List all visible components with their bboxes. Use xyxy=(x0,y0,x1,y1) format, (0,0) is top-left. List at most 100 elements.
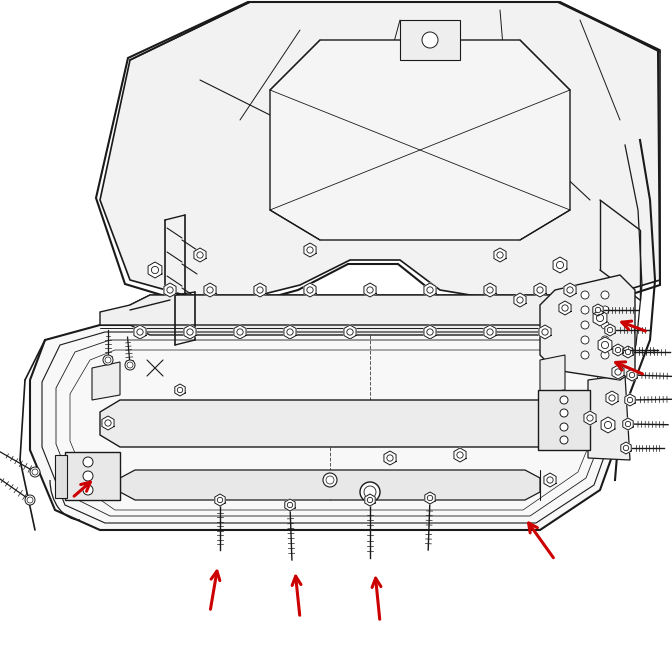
Circle shape xyxy=(25,495,35,505)
Polygon shape xyxy=(204,283,216,297)
Circle shape xyxy=(83,457,93,467)
Circle shape xyxy=(601,341,609,349)
Polygon shape xyxy=(540,275,635,380)
Polygon shape xyxy=(215,494,225,506)
Polygon shape xyxy=(148,262,162,278)
Circle shape xyxy=(601,306,609,314)
Polygon shape xyxy=(425,492,435,504)
Circle shape xyxy=(427,495,433,500)
Polygon shape xyxy=(100,295,600,325)
Circle shape xyxy=(32,469,38,475)
Polygon shape xyxy=(400,20,460,60)
Circle shape xyxy=(581,306,589,314)
Circle shape xyxy=(207,287,213,293)
Circle shape xyxy=(360,482,380,502)
Polygon shape xyxy=(593,310,607,326)
Circle shape xyxy=(597,314,603,322)
Circle shape xyxy=(609,395,615,401)
Circle shape xyxy=(601,351,609,359)
Circle shape xyxy=(626,421,631,426)
Circle shape xyxy=(422,32,438,48)
Polygon shape xyxy=(304,283,316,297)
Circle shape xyxy=(560,409,568,417)
Polygon shape xyxy=(559,301,571,315)
Circle shape xyxy=(547,477,553,483)
Circle shape xyxy=(556,262,564,269)
Circle shape xyxy=(595,307,601,313)
Circle shape xyxy=(487,329,493,335)
Circle shape xyxy=(601,321,609,329)
Polygon shape xyxy=(92,362,120,400)
Circle shape xyxy=(517,297,523,303)
Polygon shape xyxy=(304,243,316,257)
Circle shape xyxy=(103,355,113,365)
Polygon shape xyxy=(384,451,396,465)
Polygon shape xyxy=(364,283,376,297)
Circle shape xyxy=(616,347,621,352)
Circle shape xyxy=(627,397,633,402)
Polygon shape xyxy=(270,40,570,240)
Polygon shape xyxy=(534,283,546,297)
Polygon shape xyxy=(424,283,436,297)
Circle shape xyxy=(326,476,334,484)
Polygon shape xyxy=(100,2,660,310)
Polygon shape xyxy=(613,344,623,356)
Circle shape xyxy=(487,287,493,293)
Circle shape xyxy=(562,305,568,311)
Polygon shape xyxy=(130,295,600,335)
Circle shape xyxy=(83,471,93,481)
Circle shape xyxy=(30,467,40,477)
Circle shape xyxy=(624,445,629,450)
Polygon shape xyxy=(601,417,615,433)
Polygon shape xyxy=(553,257,567,273)
Polygon shape xyxy=(175,384,185,396)
Circle shape xyxy=(307,247,313,253)
Polygon shape xyxy=(164,283,176,297)
Circle shape xyxy=(537,287,543,293)
Circle shape xyxy=(427,329,433,335)
Polygon shape xyxy=(65,452,120,500)
Circle shape xyxy=(629,373,634,378)
Circle shape xyxy=(237,329,243,335)
Polygon shape xyxy=(120,470,540,500)
Circle shape xyxy=(137,329,143,335)
Circle shape xyxy=(125,360,135,370)
Circle shape xyxy=(257,287,263,293)
Polygon shape xyxy=(623,346,633,358)
Circle shape xyxy=(581,291,589,299)
Polygon shape xyxy=(234,325,246,339)
Polygon shape xyxy=(605,324,615,336)
Polygon shape xyxy=(284,325,296,339)
Circle shape xyxy=(560,436,568,444)
Circle shape xyxy=(427,287,433,293)
Circle shape xyxy=(387,455,393,461)
Polygon shape xyxy=(621,442,631,454)
Circle shape xyxy=(367,287,373,293)
Polygon shape xyxy=(612,365,624,379)
Circle shape xyxy=(27,497,33,503)
Polygon shape xyxy=(593,304,603,316)
Circle shape xyxy=(626,349,631,355)
Polygon shape xyxy=(454,448,466,462)
Circle shape xyxy=(347,329,353,335)
Polygon shape xyxy=(606,391,618,405)
Polygon shape xyxy=(544,473,556,487)
Polygon shape xyxy=(627,369,637,381)
Circle shape xyxy=(604,421,612,428)
Circle shape xyxy=(567,287,573,293)
Polygon shape xyxy=(285,499,295,511)
Polygon shape xyxy=(194,248,206,262)
Circle shape xyxy=(607,327,613,333)
Polygon shape xyxy=(30,325,625,530)
Circle shape xyxy=(364,486,376,498)
Polygon shape xyxy=(538,390,590,450)
Circle shape xyxy=(187,329,193,335)
Circle shape xyxy=(197,252,203,258)
Polygon shape xyxy=(584,411,596,425)
Circle shape xyxy=(457,452,463,458)
Polygon shape xyxy=(564,283,576,297)
Polygon shape xyxy=(484,325,496,339)
Polygon shape xyxy=(494,248,506,262)
Polygon shape xyxy=(514,293,526,307)
Circle shape xyxy=(151,266,159,274)
